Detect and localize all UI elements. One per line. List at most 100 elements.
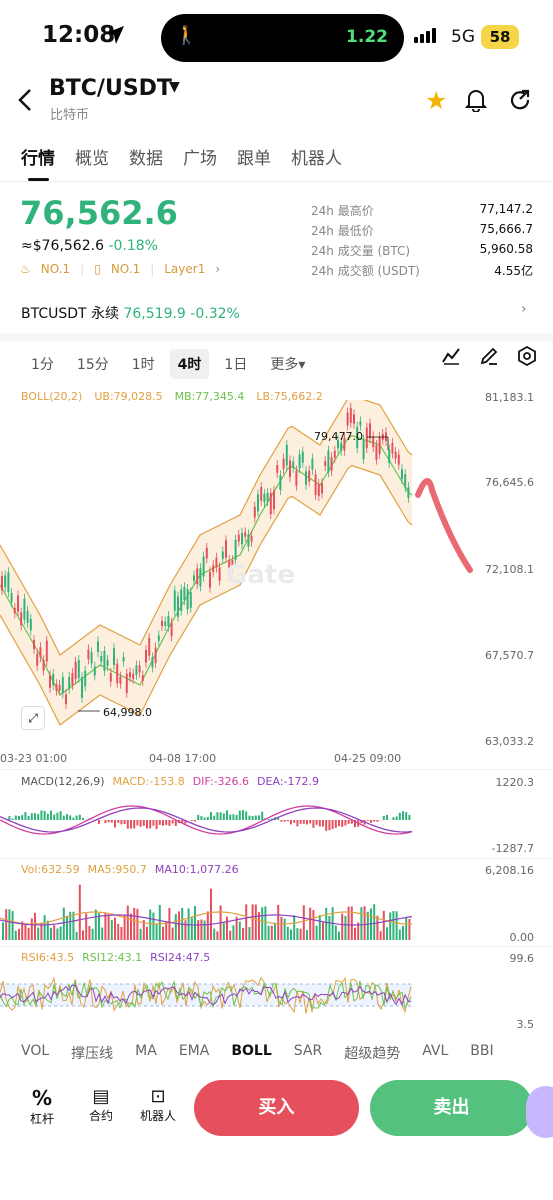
stat-label: 24h 最低价 <box>311 224 374 238</box>
bot-button[interactable]: ⊡ 机器人 <box>140 1086 176 1124</box>
candle-body <box>394 451 397 459</box>
volume-bar <box>53 925 56 940</box>
badges-row[interactable]: ♨ NO.1 | ▯ NO.1 | Layer1 › <box>20 262 220 276</box>
volume-bar <box>43 915 46 940</box>
ind-sar[interactable]: SAR <box>293 1043 323 1059</box>
volume-bar <box>59 926 62 940</box>
tab-bot[interactable]: 机器人 <box>291 149 342 169</box>
tab-data[interactable]: 数据 <box>129 149 163 169</box>
macd-bar <box>293 820 296 823</box>
buy-button[interactable]: 买入 <box>194 1080 359 1136</box>
ind-support[interactable]: 撑压线 <box>71 1046 114 1062</box>
tf-15m[interactable]: 15分 <box>76 357 109 373</box>
volume-bar <box>171 927 174 940</box>
candle-body <box>135 665 138 675</box>
volume-bar <box>27 927 30 940</box>
ind-boll[interactable]: BOLL <box>231 1043 272 1059</box>
draw-pen-icon[interactable] <box>479 346 499 370</box>
volume-bar <box>222 923 225 940</box>
ind-avl[interactable]: AVL <box>422 1043 449 1059</box>
candle-body <box>237 534 240 542</box>
tf-1m[interactable]: 1分 <box>31 357 54 373</box>
candle-body <box>33 640 35 650</box>
macd-bar <box>280 820 283 822</box>
bell-icon[interactable] <box>464 88 488 116</box>
tf-more[interactable]: 更多▾ <box>270 357 306 373</box>
back-icon[interactable] <box>18 88 32 119</box>
volume-bar <box>146 926 148 940</box>
macd-bar <box>338 820 340 827</box>
contract-button[interactable]: ▤ 合约 <box>89 1086 113 1124</box>
leverage-label: 杠杆 <box>30 1112 55 1126</box>
candle-body <box>397 454 400 465</box>
candle-body <box>4 575 7 588</box>
volume-bar <box>251 904 254 940</box>
indicator-icon[interactable] <box>441 346 461 370</box>
tab-market[interactable]: 行情 <box>21 149 55 169</box>
candle-body <box>253 506 256 518</box>
candle-body <box>84 670 87 687</box>
candle-body <box>7 572 10 592</box>
caret-down-icon[interactable]: ▼ <box>169 79 180 95</box>
candle-body <box>109 672 112 682</box>
macd-bar <box>235 814 238 820</box>
settings-icon[interactable] <box>517 345 537 370</box>
y-tick: 81,183.1 <box>485 391 534 404</box>
assistant-bubble[interactable] <box>526 1086 553 1138</box>
ind-bbi[interactable]: BBI <box>470 1043 494 1059</box>
macd-bar <box>43 810 46 820</box>
candle-body <box>103 651 106 671</box>
macd-bar <box>123 820 126 825</box>
tab-copy[interactable]: 跟单 <box>237 149 271 169</box>
chevron-right-icon[interactable]: › <box>521 301 527 317</box>
tf-1d[interactable]: 1日 <box>224 357 248 373</box>
sell-button[interactable]: 卖出 <box>370 1080 533 1136</box>
candle-body <box>68 677 71 689</box>
ind-supertrend[interactable]: 超级趋势 <box>344 1046 401 1062</box>
candlestick-chart[interactable] <box>0 400 480 745</box>
macd-bar <box>331 820 334 830</box>
volume-bar <box>82 930 84 940</box>
volume-bar <box>306 930 308 940</box>
macd-bar <box>283 820 286 822</box>
volume-bar <box>379 931 382 940</box>
volume-bar <box>2 922 4 940</box>
candle-body <box>289 460 291 478</box>
leverage-button[interactable]: % 杠杆 <box>30 1086 54 1127</box>
volume-bar <box>78 884 81 940</box>
tf-4h[interactable]: 4时 <box>169 349 210 379</box>
volume-bar <box>37 927 40 940</box>
ind-ma[interactable]: MA <box>135 1043 157 1059</box>
pair-title[interactable]: BTC/USDT <box>49 76 172 101</box>
candle-body <box>138 665 141 673</box>
tab-square[interactable]: 广场 <box>183 149 217 169</box>
dynamic-island[interactable]: 🚶 1.22 <box>161 14 404 62</box>
volume-bar <box>258 912 260 940</box>
location-arrow-icon <box>104 24 126 50</box>
candle-body <box>378 436 381 454</box>
star-icon[interactable]: ★ <box>425 86 448 115</box>
candle-body <box>42 660 45 671</box>
tab-overview[interactable]: 概览 <box>75 149 109 169</box>
candle-body <box>292 461 295 468</box>
volume-bar <box>245 904 248 940</box>
tf-1h[interactable]: 1时 <box>131 357 155 373</box>
macd-bar <box>398 812 401 820</box>
volume-bar <box>312 909 315 940</box>
macd-bar <box>82 817 84 820</box>
expand-icon[interactable]: ⤢ <box>21 706 45 730</box>
candle-body <box>177 596 179 617</box>
vol-top: 6,208.16 <box>485 864 534 877</box>
macd-bar <box>270 818 273 820</box>
volume-bar <box>18 928 20 940</box>
perp-row[interactable]: BTCUSDT 永续 76,519.9 -0.32% <box>21 303 240 323</box>
candle-body <box>311 458 314 470</box>
ind-ema[interactable]: EMA <box>178 1043 210 1059</box>
bot-label: 机器人 <box>140 1109 177 1123</box>
badge-layer: Layer1 <box>164 262 206 276</box>
volume-bar <box>85 913 88 940</box>
ind-vol[interactable]: VOL <box>21 1043 50 1059</box>
vol-ma5-line <box>0 911 413 925</box>
share-icon[interactable] <box>508 88 532 116</box>
macd-bar <box>98 820 100 824</box>
